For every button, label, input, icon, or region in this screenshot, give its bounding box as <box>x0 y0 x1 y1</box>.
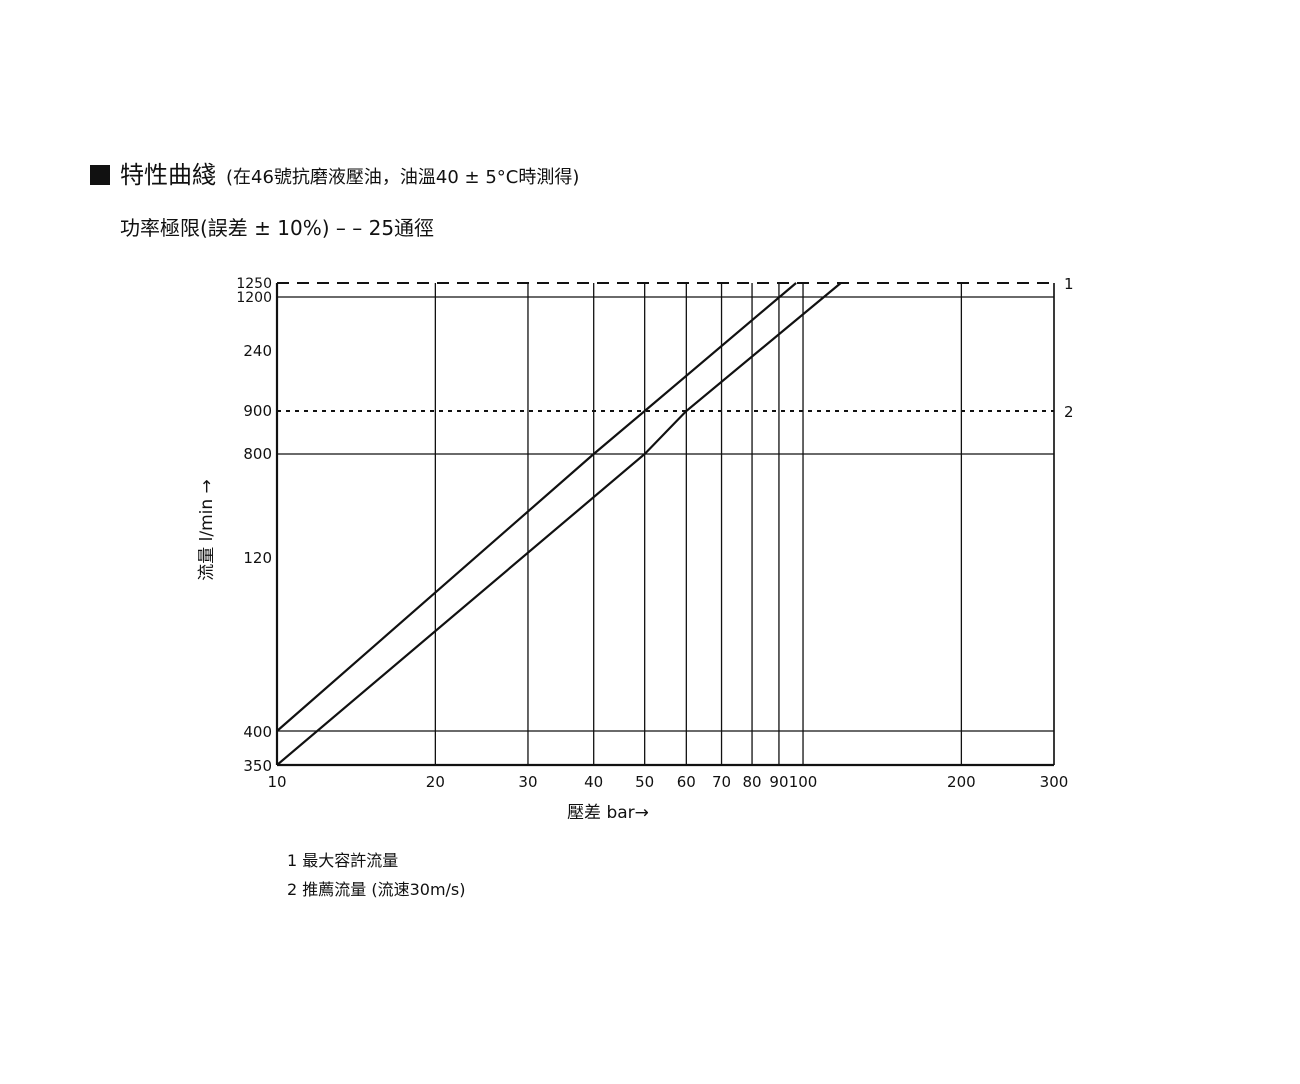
square-bullet-icon <box>90 165 110 185</box>
reference-line-label: 1 <box>1064 275 1074 293</box>
y-axis-label: 流量 l/min → <box>197 479 217 581</box>
x-tick-label: 200 <box>947 773 976 791</box>
x-tick-label: 300 <box>1040 773 1069 791</box>
x-tick-label: 90 <box>769 773 788 791</box>
series-line-1 <box>276 282 797 732</box>
title-note: (在46號抗磨液壓油，油溫40 ± 5°C時測得) <box>226 167 580 188</box>
chart-title: 特性曲綫 (在46號抗磨液壓油，油溫40 ± 5°C時測得) <box>90 155 579 190</box>
legend-note-2: 2 推薦流量 (流速30m/s) <box>287 880 466 899</box>
x-tick-label: 60 <box>677 773 696 791</box>
y-tick-label: 800 <box>243 445 272 463</box>
y-tick-label: 900 <box>243 402 272 420</box>
y-tick-label: 1200 <box>236 290 272 306</box>
series-line-2 <box>276 282 842 766</box>
x-tick-label: 80 <box>742 773 761 791</box>
x-tick-label: 70 <box>712 773 731 791</box>
x-tick-label: 30 <box>518 773 537 791</box>
x-tick-label: 100 <box>789 773 818 791</box>
y-tick-label: 120 <box>243 549 272 567</box>
y-tick-label: 240 <box>243 342 272 360</box>
y-tick-label: 400 <box>243 723 272 741</box>
x-tick-label: 50 <box>635 773 654 791</box>
x-tick-label: 20 <box>426 773 445 791</box>
x-tick-label: 40 <box>584 773 603 791</box>
legend-note-1: 1 最大容許流量 <box>287 851 399 870</box>
y-tick-label: 1250 <box>236 276 272 292</box>
reference-line-label: 2 <box>1064 403 1074 421</box>
legend-notes: 1 最大容許流量 2 推薦流量 (流速30m/s) <box>287 846 466 904</box>
x-tick-label: 10 <box>267 773 286 791</box>
title-text: 特性曲綫 <box>120 161 216 189</box>
y-tick-label: 350 <box>243 757 272 775</box>
x-axis-label: 壓差 bar→ <box>567 803 649 823</box>
chart-subtitle: 功率極限(誤差 ± 10%) – – 25通徑 <box>120 216 435 240</box>
